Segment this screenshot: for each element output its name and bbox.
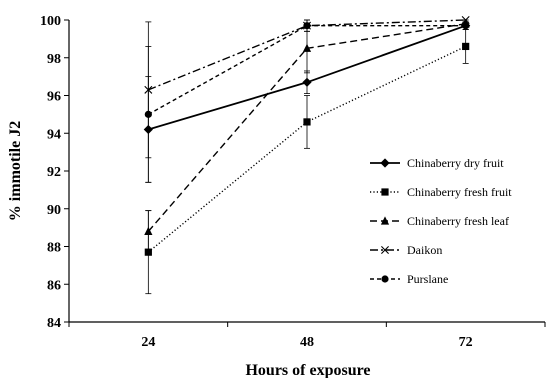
data-point — [462, 22, 470, 30]
series-line — [147, 24, 466, 115]
y-tick-label: 100 — [40, 14, 61, 29]
legend-marker — [380, 158, 390, 168]
y-tick-label: 92 — [47, 165, 61, 180]
y-tick-label: 94 — [47, 127, 61, 142]
x-tick-label: 48 — [300, 335, 314, 350]
data-point — [303, 118, 311, 126]
y-tick-label: 86 — [47, 278, 61, 293]
legend-label: Purslane — [407, 272, 448, 286]
data-point — [303, 22, 311, 30]
legend-marker — [381, 188, 389, 196]
y-tick-label: 96 — [47, 90, 61, 105]
legend-marker — [381, 275, 389, 283]
legend-item: Chinaberry fresh leaf — [370, 214, 509, 228]
x-axis-title: Hours of exposure — [245, 362, 370, 378]
axes: 84 86 88 90 92 94 96 98 100 24 48 72 — [40, 14, 546, 350]
legend: Chinaberry dry fruit Chinaberry fresh fru… — [370, 156, 512, 286]
data-point — [144, 226, 153, 235]
legend-item: Purslane — [370, 272, 448, 286]
legend-label: Chinaberry dry fruit — [407, 156, 504, 170]
series-layer — [143, 16, 471, 295]
y-axis-title: % immotile J2 — [7, 121, 24, 221]
legend-item: Chinaberry fresh fruit — [370, 185, 512, 199]
legend-marker — [381, 246, 389, 254]
y-tick-label: 88 — [47, 241, 61, 256]
legend-item: Daikon — [370, 243, 442, 257]
x-tick-label: 24 — [141, 335, 155, 350]
data-point — [302, 43, 312, 52]
y-tick-label: 90 — [47, 203, 61, 218]
data-point — [461, 16, 470, 24]
data-point — [302, 77, 312, 87]
y-tick-label: 98 — [47, 52, 61, 67]
data-point — [462, 42, 470, 51]
series-5 — [144, 19, 470, 183]
legend-item: Chinaberry dry fruit — [370, 156, 504, 170]
y-tick-label: 84 — [47, 316, 61, 331]
legend-label: Daikon — [407, 243, 442, 257]
data-point — [144, 110, 152, 118]
legend-label: Chinaberry fresh fruit — [407, 185, 512, 199]
legend-label: Chinaberry fresh leaf — [407, 214, 509, 228]
series-line — [147, 45, 466, 253]
legend-marker — [380, 216, 390, 225]
x-tick-label: 72 — [459, 335, 473, 350]
